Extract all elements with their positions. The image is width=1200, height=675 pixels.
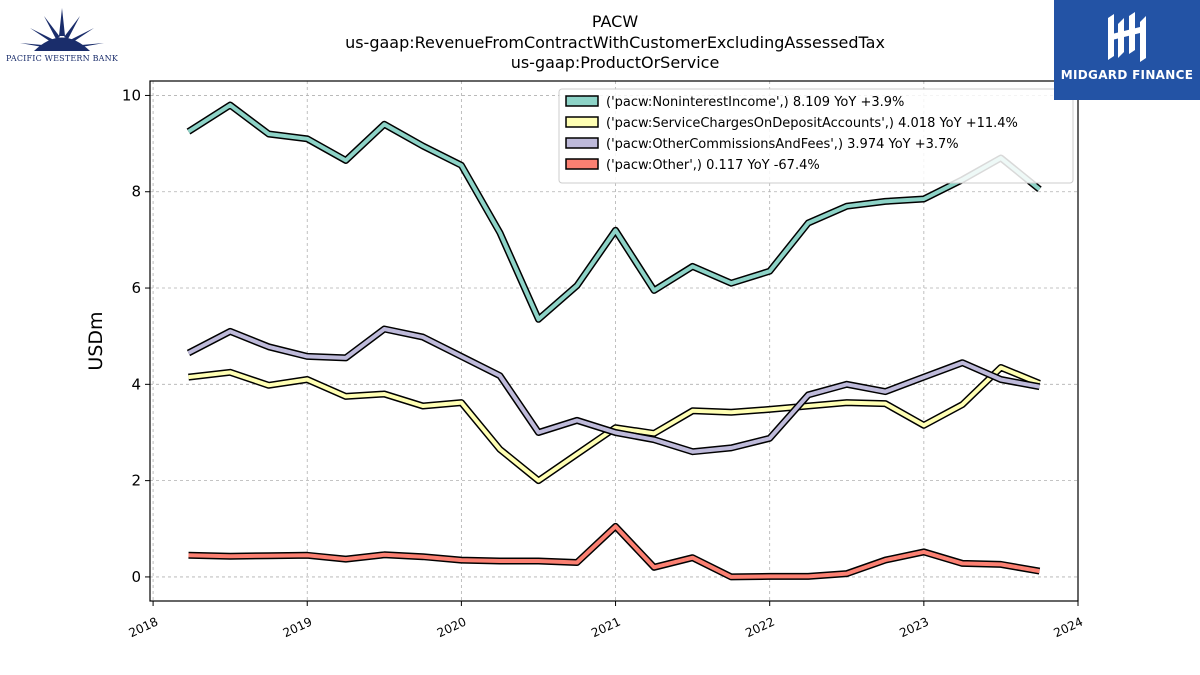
y-tick-label: 6	[131, 279, 141, 297]
series-line-outline-4	[188, 522, 1041, 581]
x-tick-label: 2022	[743, 615, 777, 641]
x-tick-label: 2023	[897, 615, 931, 641]
sunburst-logo-icon	[20, 8, 104, 51]
pacific-western-bank-logo: PACIFIC WESTERN BANK	[4, 6, 120, 66]
legend-box	[558, 88, 1074, 184]
legend-swatch-4	[565, 158, 599, 170]
y-tick-label: 4	[131, 375, 141, 393]
series-line-1	[187, 103, 1041, 322]
series-line-3	[187, 327, 1040, 454]
chart-title-line-3: us-gaap:ProductOrService	[511, 53, 720, 72]
x-tick-label: 2019	[281, 615, 315, 641]
y-tick-label: 10	[122, 86, 141, 104]
legend-swatch-3	[565, 137, 599, 149]
plot-area-frame	[149, 80, 1079, 602]
y-tick-label: 0	[131, 568, 141, 586]
y-axis-label: USDm	[85, 311, 107, 370]
y-tick-label: 8	[131, 183, 141, 201]
legend-entry-4: ('pacw:Other',) 0.117 YoY -67.4%	[606, 158, 820, 173]
x-tick-label: 2018	[127, 615, 161, 641]
chart-title: PACW us-gaap:RevenueFromContractWithCust…	[345, 12, 885, 72]
legend-entry-3: ('pacw:OtherCommissionsAndFees',) 3.974 …	[606, 137, 959, 152]
chart-title-line-2: us-gaap:RevenueFromContractWithCustomerE…	[345, 33, 885, 52]
legend: ('pacw:NoninterestIncome',) 8.109 YoY +3…	[558, 88, 1074, 184]
midgard-finance-logo: MIDGARD FINANCE	[1054, 0, 1200, 100]
chart-title-line-1: PACW	[592, 12, 638, 31]
pacific-western-bank-logo-text: PACIFIC WESTERN BANK	[6, 54, 118, 63]
y-tick-label: 2	[131, 472, 141, 490]
legend-swatch-1	[565, 95, 599, 107]
x-tick-label: 2020	[435, 615, 469, 641]
series-layer	[186, 101, 1042, 581]
series-line-2	[188, 365, 1041, 483]
midgard-monogram-icon	[1108, 12, 1146, 62]
legend-entry-2: ('pacw:ServiceChargesOnDepositAccounts',…	[606, 116, 1018, 131]
legend-swatch-2	[565, 116, 599, 128]
x-tick-label: 2021	[589, 615, 623, 641]
x-tick-label: 2024	[1052, 615, 1086, 641]
series-line-4	[188, 524, 1040, 579]
legend-entry-1: ('pacw:NoninterestIncome',) 8.109 YoY +3…	[606, 95, 904, 110]
midgard-finance-logo-text: MIDGARD FINANCE	[1060, 68, 1194, 82]
